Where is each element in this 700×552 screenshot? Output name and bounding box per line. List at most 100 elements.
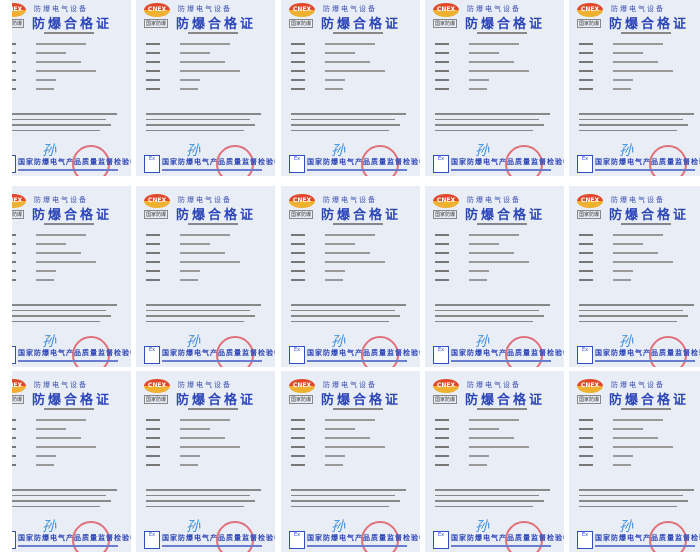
certificate-thumbnail[interactable]: CNEX 国家防爆 防爆电气设备 防爆合格证 孙 Ex 国家防爆电气产品质量监督…	[2, 186, 131, 367]
signature: 孙	[186, 143, 200, 159]
cnex-logo: CNEX	[433, 194, 459, 208]
certificate-body-text	[146, 113, 261, 135]
ex-logo-icon: Ex	[433, 155, 449, 173]
certificate-header: 防爆电气设备	[323, 5, 377, 13]
certificate-thumbnail[interactable]: CNEX 国家防爆 防爆电气设备 防爆合格证 孙 Ex 国家防爆电气产品质量监督…	[281, 186, 420, 367]
certificate-title: 防爆合格证	[32, 17, 113, 32]
certificate-title: 防爆合格证	[32, 208, 113, 223]
red-seal-stamp	[649, 145, 687, 176]
cnex-logo: CNEX	[289, 379, 315, 393]
certificate-header: 防爆电气设备	[34, 381, 88, 389]
certificate-number	[621, 408, 671, 410]
certificate-thumbnail[interactable]: CNEX 国家防爆 防爆电气设备 防爆合格证 孙 Ex 国家防爆电气产品质量监督…	[425, 186, 564, 367]
signature: 孙	[42, 334, 56, 350]
signature: 孙	[331, 143, 345, 159]
certificate-number	[621, 32, 671, 34]
certificate-fields	[291, 234, 411, 288]
signature: 孙	[331, 519, 345, 535]
logo-subtitle: 国家防爆	[289, 210, 314, 219]
certificate-body-text	[435, 489, 550, 511]
logo-subtitle: 国家防爆	[433, 19, 458, 28]
certificate-title: 防爆合格证	[609, 17, 690, 32]
certificate-body-text	[12, 304, 117, 326]
certificate-number	[477, 223, 527, 225]
signature: 孙	[186, 334, 200, 350]
ex-logo-icon: Ex	[577, 155, 593, 173]
certificate-fields	[12, 234, 122, 288]
ex-logo-icon: Ex	[12, 531, 16, 549]
certificate-thumbnail[interactable]: CNEX 国家防爆 防爆电气设备 防爆合格证 孙 Ex 国家防爆电气产品质量监督…	[281, 0, 420, 176]
signature: 孙	[619, 519, 633, 535]
issuer-name: 国家防爆电气产品质量监督检验中心	[307, 534, 420, 542]
issuer-contact	[18, 360, 118, 362]
logo-subtitle: 国家防爆	[2, 210, 25, 219]
certificate-thumbnail[interactable]: CNEX 国家防爆 防爆电气设备 防爆合格证 孙 Ex 国家防爆电气产品质量监督…	[136, 371, 275, 552]
certificate-body-text	[146, 304, 261, 326]
issuer-contact	[595, 360, 695, 362]
certificate-header: 防爆电气设备	[467, 381, 521, 389]
logo-subtitle: 国家防爆	[2, 395, 25, 404]
certificate-thumbnail[interactable]: CNEX 国家防爆 防爆电气设备 防爆合格证 孙 Ex 国家防爆电气产品质量监督…	[569, 0, 700, 176]
certificate-fields	[12, 43, 122, 97]
ex-logo-icon: Ex	[577, 346, 593, 364]
certificate-number	[188, 32, 238, 34]
ex-logo-icon: Ex	[577, 531, 593, 549]
certificate-header: 防爆电气设备	[467, 196, 521, 204]
certificate-fields	[435, 234, 555, 288]
certificate-thumbnail[interactable]: CNEX 国家防爆 防爆电气设备 防爆合格证 孙 Ex 国家防爆电气产品质量监督…	[281, 371, 420, 552]
certificate-header: 防爆电气设备	[467, 5, 521, 13]
issuer-name: 国家防爆电气产品质量监督检验中心	[595, 158, 700, 166]
ex-logo-icon: Ex	[433, 531, 449, 549]
certificate-number	[188, 408, 238, 410]
certificate-title: 防爆合格证	[321, 17, 402, 32]
certificate-fields	[291, 419, 411, 473]
issuer-name: 国家防爆电气产品质量监督检验中心	[451, 158, 564, 166]
cnex-logo: CNEX	[433, 379, 459, 393]
cnex-logo: CNEX	[144, 3, 170, 17]
ex-logo-icon: Ex	[12, 155, 16, 173]
red-seal-stamp	[216, 521, 254, 552]
issuer-name: 国家防爆电气产品质量监督检验中心	[162, 158, 275, 166]
certificate-thumbnail[interactable]: CNEX 国家防爆 防爆电气设备 防爆合格证 孙 Ex 国家防爆电气产品质量监督…	[425, 371, 564, 552]
certificate-thumbnail[interactable]: CNEX 国家防爆 防爆电气设备 防爆合格证 孙 Ex 国家防爆电气产品质量监督…	[569, 186, 700, 367]
certificate-fields	[579, 234, 699, 288]
certificate-title: 防爆合格证	[465, 208, 546, 223]
cnex-logo: CNEX	[289, 194, 315, 208]
signature: 孙	[186, 519, 200, 535]
certificate-fields	[435, 419, 555, 473]
logo-subtitle: 国家防爆	[144, 395, 169, 404]
certificate-fields	[579, 43, 699, 97]
certificate-header: 防爆电气设备	[178, 381, 232, 389]
certificate-thumbnail[interactable]: CNEX 国家防爆 防爆电气设备 防爆合格证 孙 Ex 国家防爆电气产品质量监督…	[425, 0, 564, 176]
certificate-body-text	[435, 304, 550, 326]
certificate-fields	[146, 234, 266, 288]
certificate-header: 防爆电气设备	[178, 196, 232, 204]
certificate-body-text	[579, 489, 694, 511]
issuer-name: 国家防爆电气产品质量监督检验中心	[18, 158, 131, 166]
issuer-name: 国家防爆电气产品质量监督检验中心	[595, 534, 700, 542]
certificate-fields	[291, 43, 411, 97]
certificate-fields	[146, 43, 266, 97]
cnex-logo: CNEX	[144, 194, 170, 208]
certificate-title: 防爆合格证	[321, 208, 402, 223]
issuer-name: 国家防爆电气产品质量监督检验中心	[162, 534, 275, 542]
logo-subtitle: 国家防爆	[144, 19, 169, 28]
ex-logo-icon: Ex	[289, 155, 305, 173]
certificate-body-text	[291, 113, 406, 135]
certificate-thumbnail[interactable]: CNEX 国家防爆 防爆电气设备 防爆合格证 孙 Ex 国家防爆电气产品质量监督…	[2, 371, 131, 552]
certificate-thumbnail[interactable]: CNEX 国家防爆 防爆电气设备 防爆合格证 孙 Ex 国家防爆电气产品质量监督…	[136, 186, 275, 367]
logo-subtitle: 国家防爆	[577, 210, 602, 219]
issuer-contact	[595, 545, 695, 547]
certificate-thumbnail[interactable]: CNEX 国家防爆 防爆电气设备 防爆合格证 孙 Ex 国家防爆电气产品质量监督…	[12, 0, 131, 176]
certificate-number	[477, 32, 527, 34]
red-seal-stamp	[216, 336, 254, 367]
issuer-contact	[162, 545, 262, 547]
logo-subtitle: 国家防爆	[577, 395, 602, 404]
certificate-thumbnail[interactable]: CNEX 国家防爆 防爆电气设备 防爆合格证 孙 Ex 国家防爆电气产品质量监督…	[136, 0, 275, 176]
certificate-title: 防爆合格证	[32, 393, 113, 408]
certificate-thumbnail[interactable]: CNEX 国家防爆 防爆电气设备 防爆合格证 孙 Ex 国家防爆电气产品质量监督…	[569, 371, 700, 552]
red-seal-stamp	[505, 521, 543, 552]
issuer-name: 国家防爆电气产品质量监督检验中心	[18, 349, 131, 357]
certificate-number	[44, 32, 94, 34]
issuer-contact	[451, 360, 551, 362]
